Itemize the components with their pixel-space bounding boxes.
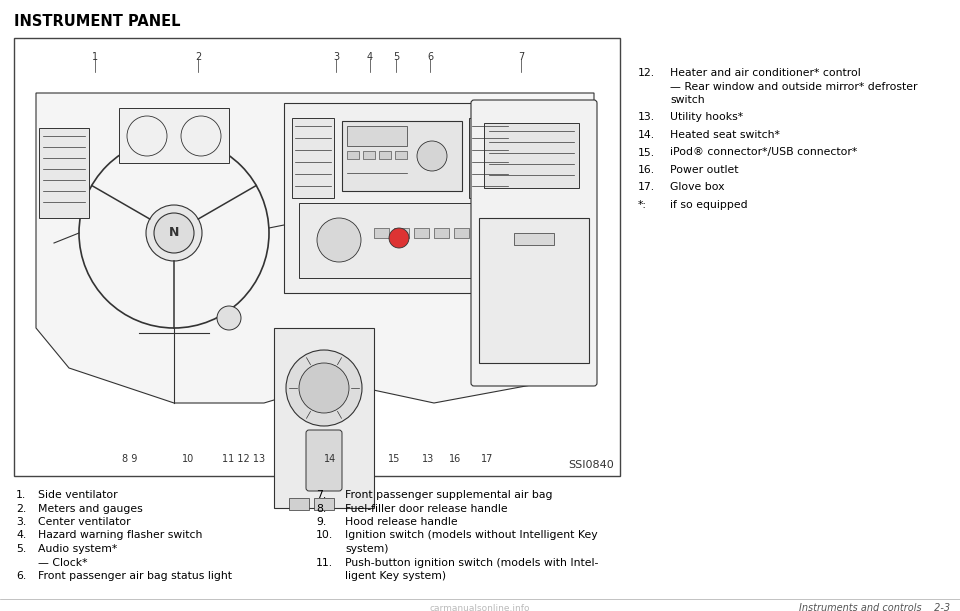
Text: 4: 4 — [367, 52, 373, 62]
Text: 8.: 8. — [316, 503, 326, 513]
Circle shape — [389, 228, 409, 248]
Text: Hood release handle: Hood release handle — [345, 517, 458, 527]
Text: Meters and gauges: Meters and gauges — [38, 503, 143, 513]
Bar — [299, 203, 539, 278]
Bar — [454, 228, 469, 238]
Text: 14: 14 — [324, 454, 336, 464]
Text: 12.: 12. — [638, 68, 655, 78]
Text: if so equipped: if so equipped — [670, 200, 748, 210]
Text: SSI0840: SSI0840 — [568, 460, 614, 470]
Bar — [274, 328, 374, 508]
Bar — [292, 118, 334, 198]
Text: 17: 17 — [481, 454, 493, 464]
Text: Utility hooks*: Utility hooks* — [670, 112, 743, 122]
Text: 10.: 10. — [316, 530, 333, 541]
Text: 9.: 9. — [316, 517, 326, 527]
Text: 1.: 1. — [16, 490, 26, 500]
Text: Instruments and controls    2-3: Instruments and controls 2-3 — [799, 603, 950, 611]
Text: Front passenger air bag status light: Front passenger air bag status light — [38, 571, 232, 581]
Text: carmanualsonline.info: carmanualsonline.info — [430, 604, 530, 611]
Bar — [374, 228, 389, 238]
Bar — [469, 118, 511, 198]
Text: Audio system*: Audio system* — [38, 544, 117, 554]
Text: 10: 10 — [181, 454, 194, 464]
Text: 5.: 5. — [16, 544, 26, 554]
FancyBboxPatch shape — [306, 430, 342, 491]
Circle shape — [299, 363, 349, 413]
Bar — [514, 233, 554, 245]
Text: 6.: 6. — [16, 571, 26, 581]
Text: Heater and air conditioner* control: Heater and air conditioner* control — [670, 68, 861, 78]
Text: system): system) — [345, 544, 389, 554]
FancyBboxPatch shape — [471, 100, 597, 386]
Bar — [479, 218, 589, 363]
Text: Ignition switch (models without Intelligent Key: Ignition switch (models without Intellig… — [345, 530, 598, 541]
Text: 2.: 2. — [16, 503, 26, 513]
Text: 2: 2 — [195, 52, 202, 62]
Text: Center ventilator: Center ventilator — [38, 517, 131, 527]
Bar — [394, 228, 409, 238]
Bar — [289, 498, 309, 510]
Bar — [14, 38, 620, 476]
Bar — [347, 151, 359, 159]
Text: 13.: 13. — [638, 112, 655, 122]
Text: 16.: 16. — [638, 165, 655, 175]
Text: Side ventilator: Side ventilator — [38, 490, 118, 500]
Circle shape — [477, 218, 521, 262]
Bar — [484, 123, 579, 188]
Bar — [119, 108, 229, 163]
Text: ligent Key system): ligent Key system) — [345, 571, 446, 581]
PathPatch shape — [36, 93, 594, 403]
Circle shape — [417, 141, 447, 171]
Text: 7: 7 — [517, 52, 524, 62]
Bar — [39, 128, 89, 218]
Bar — [347, 126, 407, 146]
Text: Hazard warning flasher switch: Hazard warning flasher switch — [38, 530, 203, 541]
Text: 7.: 7. — [316, 490, 326, 500]
Bar — [363, 151, 375, 159]
Text: 6: 6 — [427, 52, 433, 62]
Text: 15: 15 — [388, 454, 400, 464]
Text: Heated seat switch*: Heated seat switch* — [670, 130, 780, 140]
Text: *:: *: — [638, 200, 647, 210]
Text: 4.: 4. — [16, 530, 26, 541]
Text: Glove box: Glove box — [670, 183, 725, 192]
Text: 17.: 17. — [638, 183, 655, 192]
Bar — [342, 121, 462, 191]
Circle shape — [146, 205, 202, 261]
Bar — [314, 498, 334, 510]
Text: Fuel-filler door release handle: Fuel-filler door release handle — [345, 503, 508, 513]
Text: 14.: 14. — [638, 130, 655, 140]
Text: Front passenger supplemental air bag: Front passenger supplemental air bag — [345, 490, 553, 500]
Circle shape — [217, 306, 241, 330]
Text: Push-button ignition switch (models with Intel-: Push-button ignition switch (models with… — [345, 557, 598, 568]
Text: N: N — [169, 227, 180, 240]
Text: INSTRUMENT PANEL: INSTRUMENT PANEL — [14, 14, 180, 29]
Text: 3: 3 — [333, 52, 339, 62]
Text: 3.: 3. — [16, 517, 26, 527]
Bar — [395, 151, 407, 159]
Text: 11 12 13: 11 12 13 — [223, 454, 266, 464]
Text: 13: 13 — [421, 454, 434, 464]
Bar — [284, 103, 554, 293]
Bar — [434, 228, 449, 238]
Text: 15.: 15. — [638, 147, 655, 158]
Text: — Rear window and outside mirror* defroster: — Rear window and outside mirror* defros… — [670, 81, 918, 92]
Circle shape — [286, 350, 362, 426]
Circle shape — [154, 213, 194, 253]
Text: iPod® connector*/USB connector*: iPod® connector*/USB connector* — [670, 147, 857, 158]
Text: 11.: 11. — [316, 557, 333, 568]
Text: 16: 16 — [449, 454, 461, 464]
Text: 8 9: 8 9 — [122, 454, 137, 464]
Circle shape — [317, 218, 361, 262]
Text: Power outlet: Power outlet — [670, 165, 738, 175]
Text: switch: switch — [670, 95, 705, 105]
Bar — [379, 151, 391, 159]
Text: 1: 1 — [92, 52, 98, 62]
Text: 5: 5 — [393, 52, 399, 62]
Bar — [414, 228, 429, 238]
Text: — Clock*: — Clock* — [38, 557, 87, 568]
